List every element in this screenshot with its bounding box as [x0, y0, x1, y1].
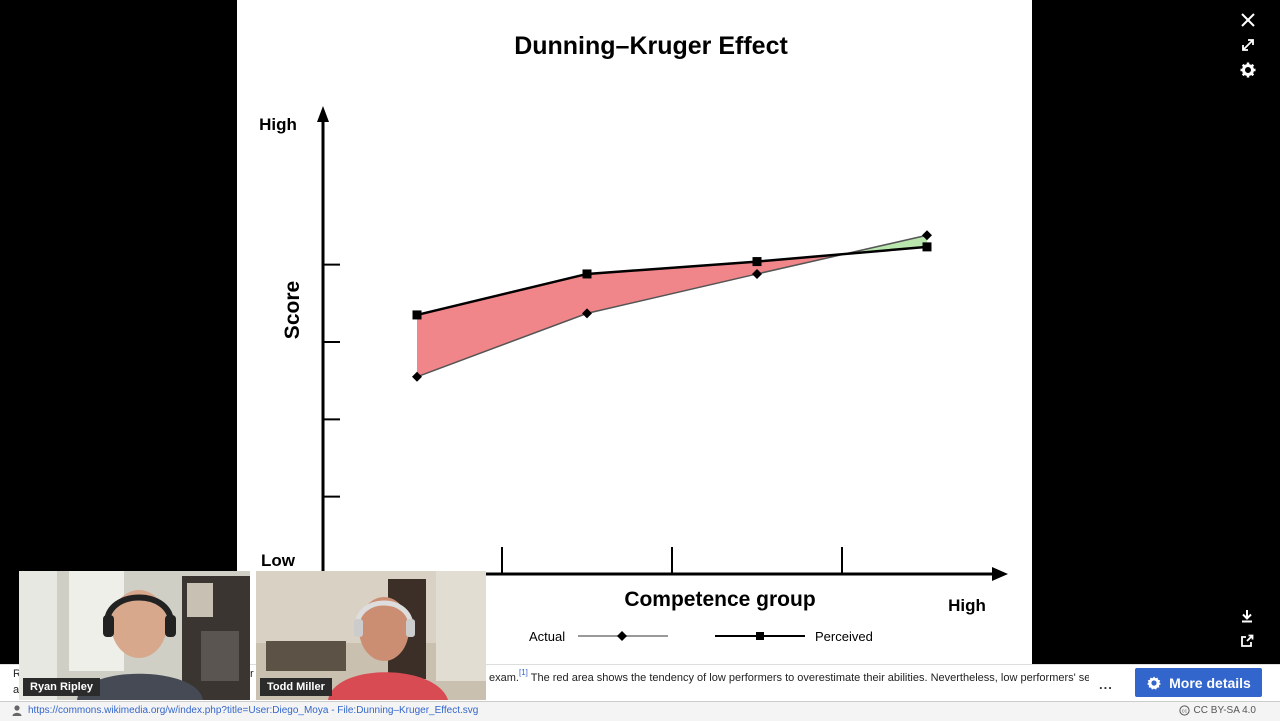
fullscreen-icon [1242, 39, 1254, 51]
y-low-label: Low [261, 551, 296, 570]
chart-title: Dunning–Kruger Effect [514, 32, 788, 60]
caption-reference-link[interactable]: [1] [518, 668, 528, 677]
license-label: CC BY-SA 4.0 [1193, 705, 1256, 716]
participant-video: Ryan Ripley [19, 571, 250, 700]
participant-name: Todd Miller [260, 678, 332, 696]
svg-text:cc: cc [1181, 709, 1187, 715]
settings-button[interactable] [1236, 58, 1260, 82]
user-icon [12, 705, 22, 716]
y-high-label: High [259, 115, 297, 134]
x-high-label: High [948, 596, 986, 615]
x-ticks [501, 547, 843, 574]
y-axis-label: Score [281, 281, 304, 339]
actual-point [412, 371, 422, 382]
chart: Dunning–Kruger Effect High Low Score Com… [259, 32, 1008, 644]
legend: Actual Perceived [529, 629, 873, 644]
caption-body: The red area shows the tendency of low p… [527, 672, 1089, 684]
license-info[interactable]: cc CC BY-SA 4.0 [1178, 705, 1256, 716]
actual-point [752, 268, 762, 279]
caption-lead: exam. [489, 672, 519, 684]
download-icon [1242, 610, 1252, 623]
media-viewer: Dunning–Kruger Effect High Low Score Com… [237, 0, 1260, 664]
x-axis-label: Competence group [624, 588, 815, 611]
status-url[interactable]: https://commons.wikimedia.org/w/index.ph… [28, 705, 479, 716]
actual-point [922, 230, 932, 241]
legend-perceived-label: Perceived [815, 629, 873, 644]
series-lines [416, 234, 928, 378]
participant-name: Ryan Ripley [23, 678, 100, 696]
cc-license-icon: cc [1178, 705, 1190, 716]
more-details-label: More details [1169, 674, 1251, 691]
caption-fragment: R [13, 668, 21, 680]
y-axis [317, 106, 329, 574]
perceived-point [412, 310, 422, 320]
gear-icon [1240, 62, 1256, 78]
caption-expand-ellipsis[interactable]: ... [1099, 677, 1113, 692]
share-button[interactable] [1235, 629, 1259, 653]
gap-areas [417, 235, 927, 377]
download-button[interactable] [1235, 604, 1259, 628]
status-bar: https://commons.wikimedia.org/w/index.ph… [0, 701, 1280, 721]
image-panel [237, 0, 1032, 664]
caption-fragment: a [13, 684, 20, 696]
perceived-point [752, 257, 762, 267]
close-button[interactable] [1236, 8, 1260, 32]
info-icon [1147, 676, 1162, 690]
legend-actual-label: Actual [529, 629, 565, 644]
participant-video: Todd Miller [256, 571, 486, 700]
image-caption: exam.[1] The red area shows the tendency… [489, 668, 1089, 684]
perceived-point [922, 242, 932, 252]
fullscreen-button[interactable] [1236, 33, 1260, 57]
participant-video-feed [256, 571, 486, 700]
legend-actual-swatch [578, 631, 668, 641]
caption-fragment: r [250, 668, 254, 680]
more-details-button[interactable]: More details [1135, 668, 1262, 697]
legend-perceived-swatch [715, 632, 805, 640]
y-ticks [323, 263, 340, 498]
series-markers [412, 230, 932, 382]
overestimate-area [417, 253, 845, 377]
share-icon [1241, 634, 1254, 647]
perceived-series-line [416, 245, 928, 317]
perceived-point [582, 269, 592, 279]
actual-point [582, 308, 592, 319]
close-icon [1241, 13, 1255, 27]
